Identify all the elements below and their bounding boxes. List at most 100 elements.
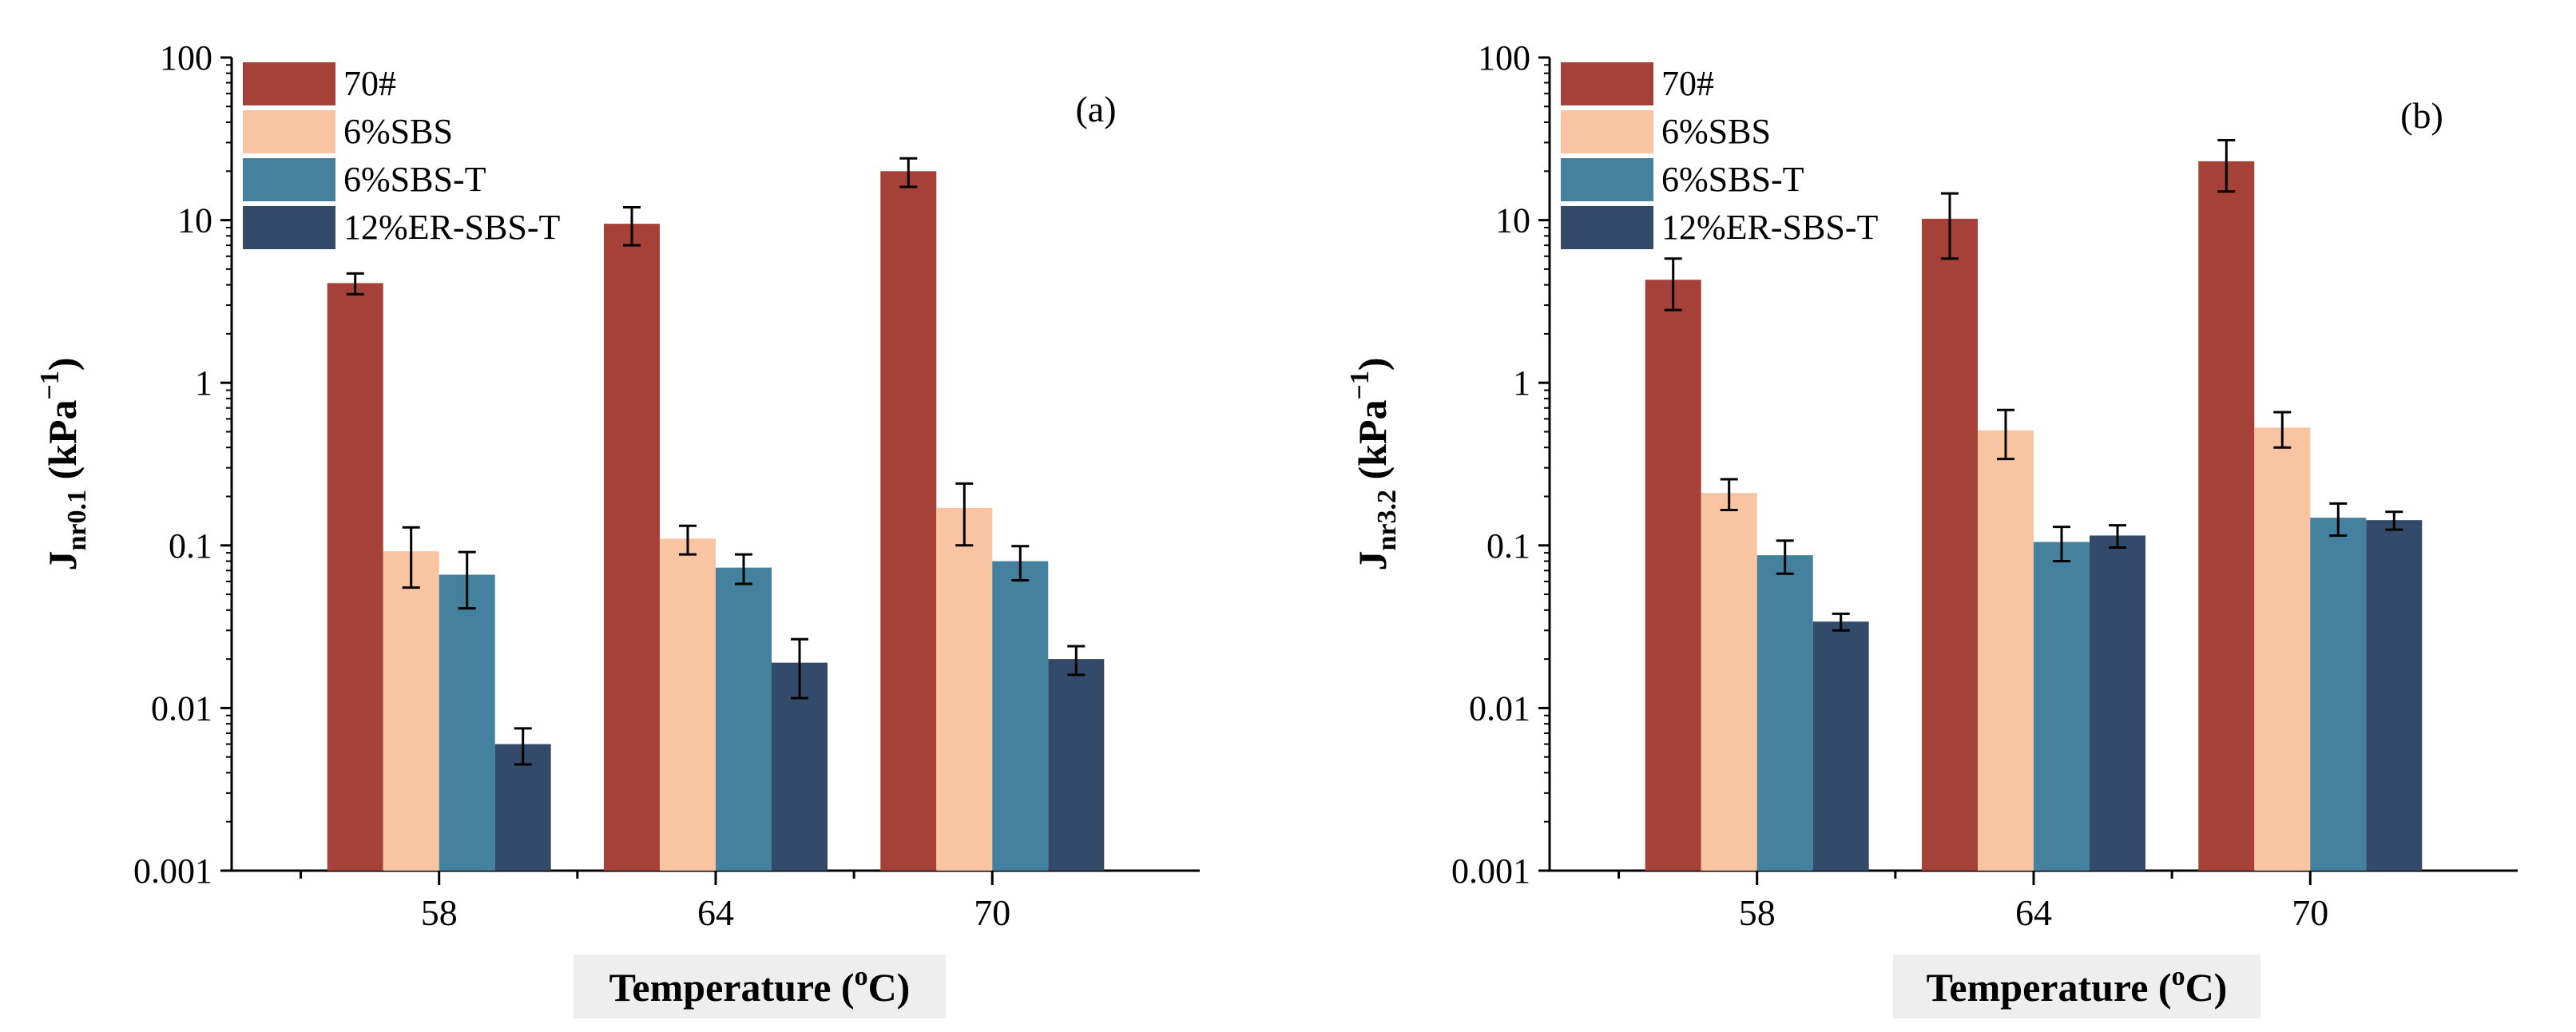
legend-label: 6%SBS-T (343, 160, 486, 199)
y-tick-label: 0.01 (151, 689, 212, 728)
legend-label: 70# (343, 64, 396, 103)
error-bar (1832, 612, 1850, 632)
y-tick-label: 100 (1478, 38, 1530, 77)
legend-swatch (1561, 110, 1653, 153)
bar (439, 574, 495, 871)
x-tick-label: 70 (974, 892, 1010, 933)
y-tick-label: 10 (177, 201, 212, 240)
legend-swatch (243, 110, 335, 153)
bar (2090, 535, 2145, 871)
bar (660, 538, 716, 871)
bar (2254, 427, 2311, 871)
y-axis-title-sub: nr0.1 (62, 490, 92, 551)
bar (2310, 518, 2367, 871)
error-bar (514, 727, 532, 766)
bar (1645, 280, 1701, 871)
y-axis-title: Jnr3.2 (kPa−1) (1345, 357, 1402, 570)
legend: 70# 6%SBS 6%SBS-T 12%ER-SBS-T (1561, 62, 1878, 249)
bar (716, 567, 772, 871)
bar (2366, 520, 2423, 871)
bar (2034, 542, 2090, 871)
bar (936, 507, 993, 871)
bar (1978, 430, 2034, 871)
error-bar (1664, 257, 1682, 312)
bar (2198, 161, 2255, 871)
x-axis-title-sup: o (855, 962, 868, 991)
panel-label: (b) (2400, 95, 2443, 136)
bar (1701, 493, 1757, 871)
error-bar (2109, 524, 2126, 549)
x-tick-label: 58 (1739, 892, 1776, 933)
x-tick-label: 70 (2292, 892, 2328, 933)
x-axis-title-box (1893, 955, 2260, 1018)
y-tick-label: 0.1 (1486, 526, 1530, 566)
legend-label: 6%SBS-T (1661, 160, 1804, 199)
error-bar (2273, 411, 2292, 449)
panel-b: 0.001 0.01 0.1 1 10 100 58 64 70 70# 6%SBS 6%SBS-T 1… (1345, 38, 2518, 1018)
legend: 70# 6%SBS 6%SBS-T 12%ER-SBS-T (243, 62, 560, 249)
error-bar (899, 157, 918, 189)
x-tick-label: 64 (697, 892, 734, 933)
legend-label: 6%SBS (1661, 112, 1771, 151)
error-bar (2217, 139, 2236, 193)
legend-label: 12%ER-SBS-T (1661, 208, 1878, 247)
x-axis-title-main: Temperature ( (609, 965, 855, 1010)
error-bar (2329, 502, 2348, 537)
error-bar (1941, 192, 1959, 260)
y-tick-label: 100 (160, 38, 212, 77)
x-axis-title-rest: C) (868, 965, 911, 1010)
bar (327, 283, 383, 871)
x-axis-title-sup: o (2172, 962, 2185, 991)
panel-a: 0.001 0.01 0.1 1 10 100 58 64 70 70# 6%SBS 6%SBS-T 1… (35, 38, 1200, 1018)
x-axis-title: Temperature (oC) (609, 962, 911, 1010)
y-tick-label: 0.01 (1469, 689, 1530, 728)
error-bar (1776, 539, 1794, 575)
error-bar (1720, 478, 1738, 512)
y-tick-label: 1 (195, 363, 212, 403)
bar (1812, 621, 1869, 871)
y-tick-label: 1 (1513, 363, 1530, 403)
bar (880, 171, 937, 871)
x-axis-title-box (574, 955, 946, 1018)
legend-swatch (1561, 158, 1653, 201)
y-axis-title-close: ) (40, 357, 85, 371)
y-tick-label: 0.001 (1451, 851, 1530, 891)
error-bar (1997, 408, 2014, 461)
error-bar (346, 272, 364, 296)
legend-swatch (1561, 62, 1653, 105)
error-bar (402, 526, 420, 589)
legend-swatch (243, 158, 335, 201)
y-axis-title-sup: −1 (1345, 371, 1375, 399)
error-bar (735, 553, 752, 585)
error-bar (955, 482, 974, 547)
error-bar (791, 637, 808, 700)
error-bar (458, 550, 476, 610)
bar (1922, 218, 1978, 871)
y-axis-title-unit: (kPa (40, 400, 85, 490)
panel-label: (a) (1075, 89, 1116, 129)
error-bar (679, 524, 697, 556)
y-axis-title-main: J (40, 551, 85, 571)
y-axis-title-sup: −1 (35, 371, 65, 399)
y-tick-label: 0.001 (133, 851, 212, 891)
x-axis-title: Temperature (oC) (1927, 962, 2228, 1010)
bar (1048, 659, 1105, 871)
bar (383, 551, 439, 871)
error-bar (2385, 510, 2403, 531)
x-axis-title-rest: C) (2185, 965, 2228, 1010)
y-axis-title-close: ) (1350, 357, 1395, 371)
error-bar (1067, 645, 1086, 677)
y-axis-title-main: J (1350, 551, 1395, 571)
legend-label: 70# (1661, 64, 1714, 103)
bar (1756, 555, 1813, 871)
y-tick-label: 10 (1495, 201, 1530, 240)
bar (604, 224, 660, 871)
legend-label: 12%ER-SBS-T (343, 208, 560, 247)
x-axis-title-main: Temperature ( (1927, 965, 2172, 1010)
y-axis-title: Jnr0.1 (kPa−1) (35, 357, 92, 570)
legend-label: 6%SBS (343, 112, 453, 151)
bar (992, 561, 1049, 871)
y-axis-title-sub: nr3.2 (1372, 490, 1402, 551)
x-tick-label: 58 (421, 892, 458, 933)
